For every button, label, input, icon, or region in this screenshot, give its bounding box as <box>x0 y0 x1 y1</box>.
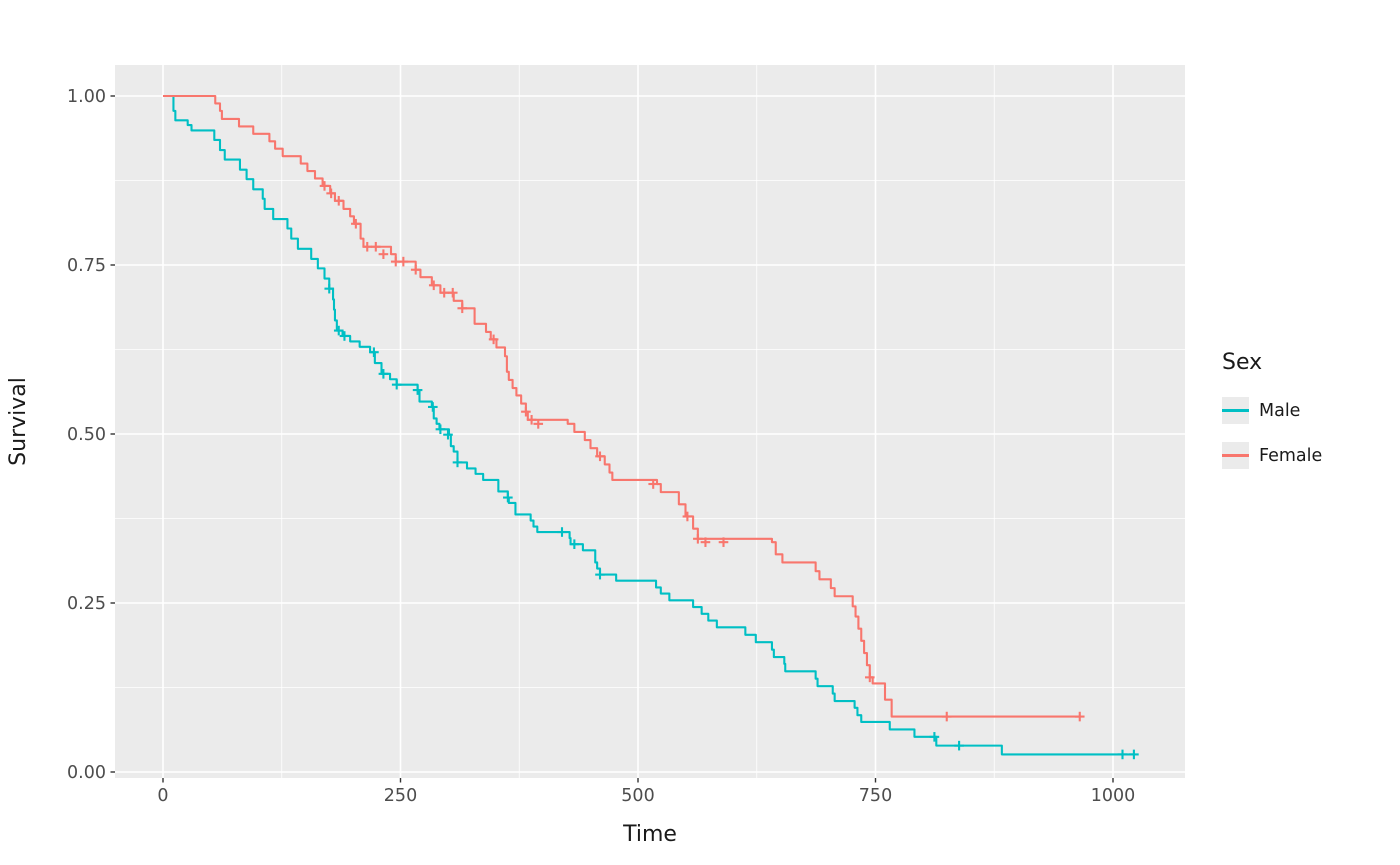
y-tick-label: 0.50 <box>67 425 106 445</box>
grid-minor <box>115 65 1185 778</box>
y-tick-label: 0.75 <box>67 256 106 276</box>
legend-label-female: Female <box>1259 445 1323 466</box>
y-tick-label: 0.00 <box>67 763 106 783</box>
legend-entry-male: Male <box>1222 397 1322 424</box>
legend-keyline-male <box>1222 409 1249 412</box>
series-female-line <box>163 94 1080 718</box>
x-tick-label: 0 <box>157 786 168 806</box>
legend-label-male: Male <box>1259 400 1301 421</box>
series-male-censor-marks <box>324 283 1139 760</box>
legend: Sex Male Female <box>1222 350 1322 487</box>
x-tick-label: 250 <box>384 786 417 806</box>
series-male-line <box>163 94 1134 756</box>
y-tick-label: 0.25 <box>67 594 106 614</box>
legend-title: Sex <box>1222 350 1263 375</box>
legend-entries: Male Female <box>1222 397 1322 469</box>
legend-key-female <box>1222 442 1249 469</box>
legend-key-male <box>1222 397 1249 424</box>
x-tick-label: 750 <box>859 786 892 806</box>
y-tick-label: 1.00 <box>67 87 106 107</box>
y-axis-title: Survival <box>6 377 31 466</box>
legend-keyline-female <box>1222 454 1249 457</box>
grid-major <box>115 65 1185 778</box>
legend-entry-female: Female <box>1222 442 1322 469</box>
series-female-censor-marks <box>319 181 1085 722</box>
axes: 0 250 500 750 1000 0.00 0.25 0.50 0.75 1.00 <box>67 87 1135 806</box>
x-tick-label: 1000 <box>1091 786 1136 806</box>
plot-panel <box>115 65 1185 778</box>
x-axis-title: Time <box>622 822 677 847</box>
x-tick-label: 500 <box>621 786 654 806</box>
